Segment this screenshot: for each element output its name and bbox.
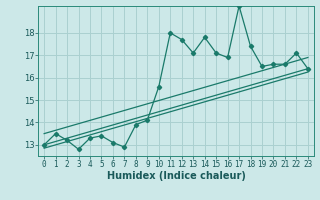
X-axis label: Humidex (Indice chaleur): Humidex (Indice chaleur): [107, 171, 245, 181]
